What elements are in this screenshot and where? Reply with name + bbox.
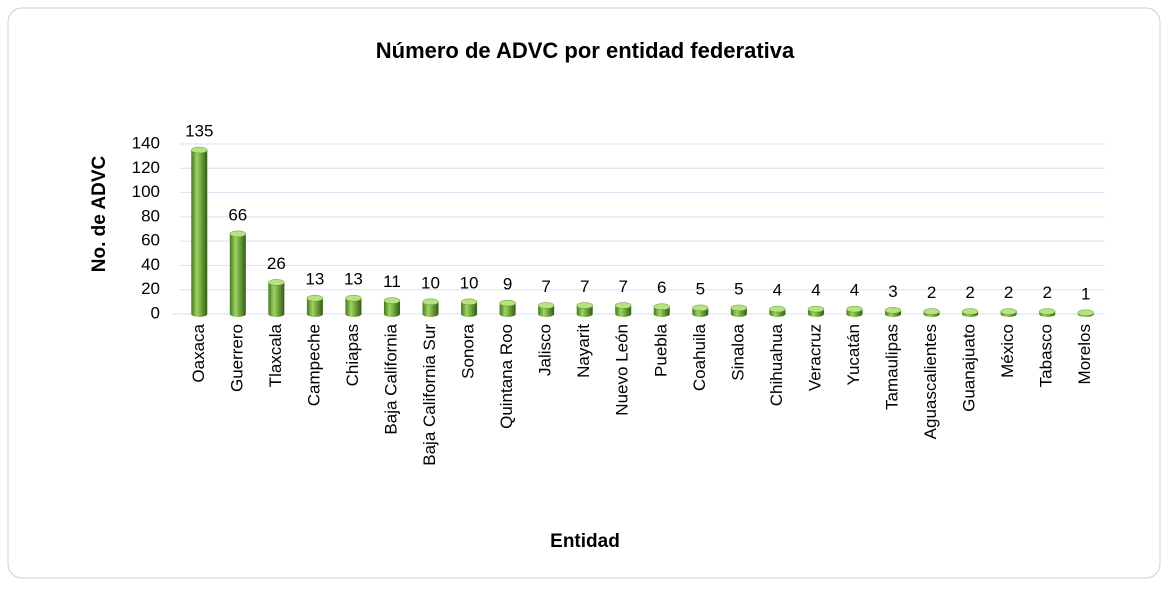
x-tick-label: Veracruz [805,324,824,391]
bar-top [1038,308,1056,315]
bar-top [961,308,979,315]
x-tick-label: Oaxaca [189,323,208,382]
x-tick-label: México [998,324,1017,378]
bar-top [306,294,324,302]
value-label: 13 [305,270,324,289]
value-label: 5 [696,279,705,298]
value-label: 1 [1081,284,1090,303]
bar [422,301,439,317]
y-axis-title: No. de ADVC [89,155,110,272]
y-tick-label: 20 [141,279,160,298]
x-tick-label: Coahuila [690,323,709,391]
bar-top [884,307,902,314]
y-tick-label: 60 [141,231,160,250]
bar-top [422,298,439,306]
value-label: 7 [541,277,550,296]
value-label: 10 [421,273,440,292]
value-label: 3 [888,282,897,301]
x-tick-label: Tamaulipas [883,324,902,410]
value-label: 26 [267,254,286,273]
bar-top [807,305,825,313]
chart-title: Número de ADVC por entidad federativa [376,38,795,63]
value-label: 2 [1004,283,1013,302]
bar-top [229,230,247,238]
value-label: 66 [228,205,247,224]
x-tick-label: Nayarit [574,324,593,378]
bar-top [846,305,863,313]
value-label: 2 [927,283,936,302]
value-label: 11 [383,272,401,291]
bar [499,303,516,317]
value-label: 2 [1042,283,1051,302]
x-tick-label: Jalisco [536,324,555,376]
x-tick-label: Aguascalientes [921,324,940,439]
y-tick-label: 80 [141,206,160,225]
bar-top [614,302,632,309]
y-tick-label: 40 [141,255,160,274]
bar [268,282,285,317]
y-tick-label: 120 [132,158,160,177]
bar-top [923,308,940,315]
y-tick-label: 100 [132,182,160,201]
bar-top [268,279,285,286]
bar [306,298,323,317]
bar-top [769,305,786,313]
value-label: 4 [850,281,859,300]
bar-top [692,304,709,312]
x-tick-label: Yucatán [844,324,863,385]
bar-top [537,302,555,309]
x-axis-title: Entidad [550,531,620,552]
bar-top [1000,308,1017,315]
x-tick-label: Chihuahua [767,323,786,406]
x-tick-label: Guanajuato [960,324,979,412]
x-tick-label: Baja California [381,323,400,434]
bar-top [1077,309,1094,317]
bar [191,150,208,317]
value-label: 4 [811,281,820,300]
bar-top [383,297,401,304]
x-tick-label: Guerrero [227,324,246,392]
value-label: 6 [657,278,666,297]
x-tick-label: Tabasco [1037,324,1056,387]
x-tick-label: Morelos [1075,324,1094,384]
x-tick-label: Puebla [651,323,670,376]
bar-top [576,302,593,309]
x-tick-label: Sinaloa [728,323,747,380]
value-label: 13 [344,270,363,289]
bar [229,233,246,317]
bar-top [730,304,748,312]
bar [345,298,362,317]
value-label: 4 [773,281,782,300]
bar-top [345,294,362,302]
x-tick-label: Campeche [304,324,323,406]
value-label: 2 [965,283,974,302]
y-tick-label: 140 [132,133,160,152]
bar [383,300,400,317]
value-label: 5 [734,279,743,298]
x-tick-label: Sonora [459,323,478,378]
value-label: 135 [185,122,213,141]
bar-top [653,303,671,310]
x-tick-label: Baja California Sur [420,324,439,466]
x-tick-label: Chiapas [343,324,362,386]
x-tick-label: Quintana Roo [497,324,516,429]
bar-top [460,298,478,306]
x-tick-label: Nuevo León [613,324,632,416]
bar-top [191,146,208,154]
value-label: 7 [618,277,627,296]
bar [461,301,478,317]
chart-frame [7,7,1161,579]
value-label: 9 [503,275,512,294]
value-label: 7 [580,277,589,296]
value-label: 10 [460,273,479,292]
bar-top [499,299,516,307]
x-tick-label: Tlaxcala [266,323,285,387]
y-tick-label: 0 [151,303,160,322]
